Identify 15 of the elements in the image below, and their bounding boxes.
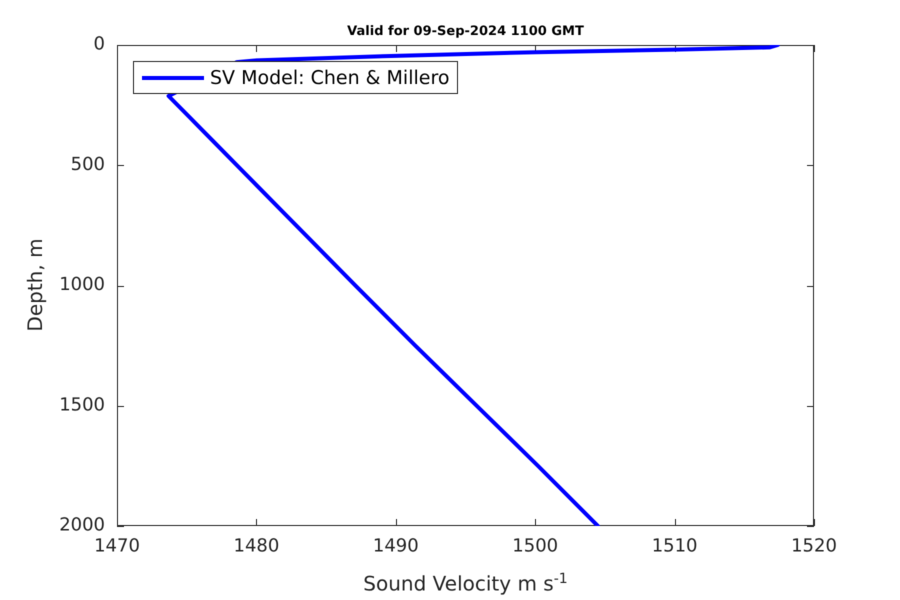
y-tick-label: 0 [94,34,105,55]
x-tick-label: 1470 [94,535,140,556]
y-tick-label: 2000 [59,514,105,536]
legend-label: SV Model: Chen & Millero [210,66,450,88]
chart-title: Valid for 09-Sep-2024 1100 GMT [346,24,585,39]
y-axis-title: Depth, m [23,238,47,332]
x-tick-label: 1480 [233,535,280,556]
x-tick-label: 1520 [791,535,837,556]
x-tick-label: 1510 [652,535,698,556]
x-axis-title: Sound Velocity m s$^{-1}$ [362,571,569,596]
y-tick-label: 500 [70,154,105,175]
y-tick-label: 1500 [59,394,105,416]
y-tick-label: 1000 [59,274,105,296]
x-tick-label: 1490 [372,535,419,556]
x-tick-label: 1500 [512,535,558,556]
